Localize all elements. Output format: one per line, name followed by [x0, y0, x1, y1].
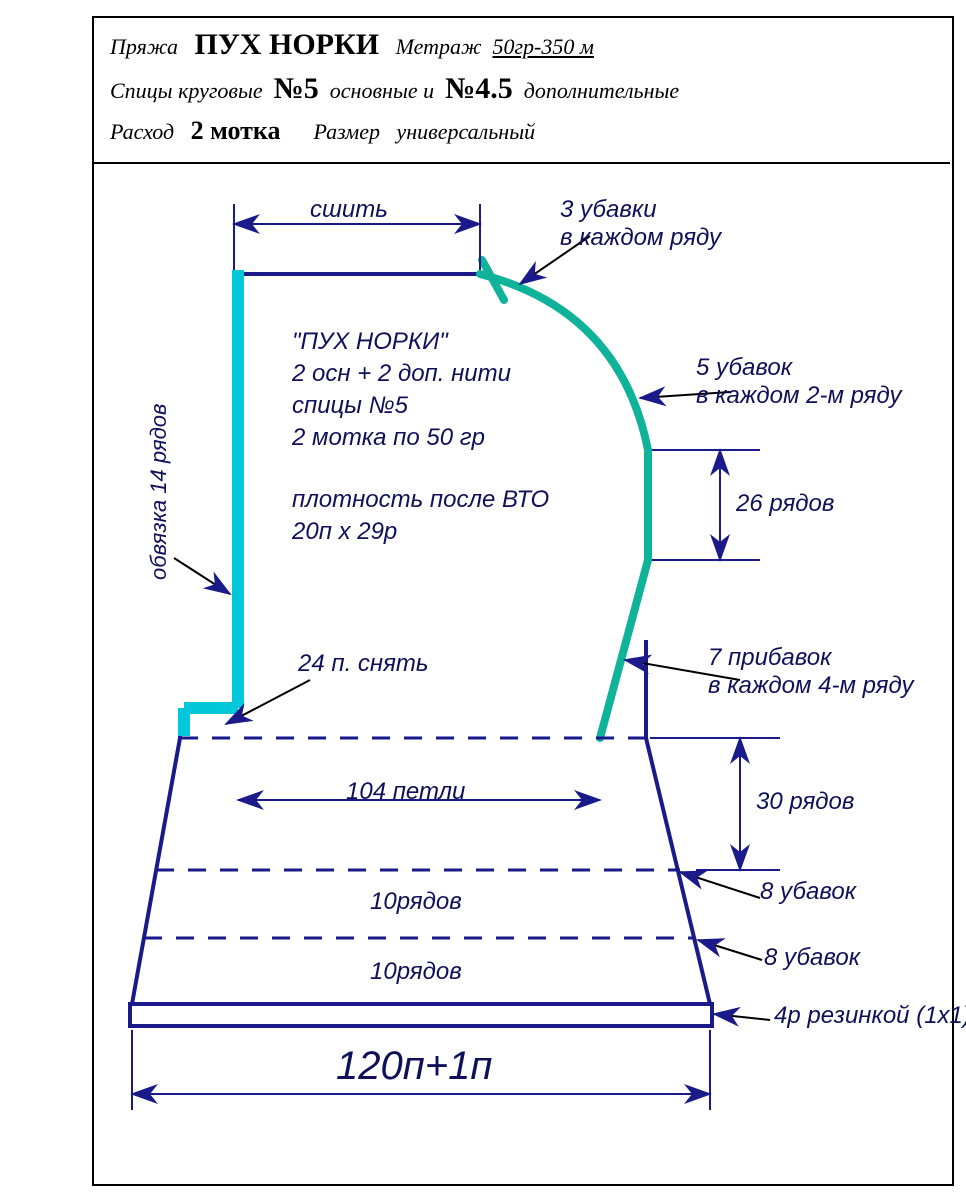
lbl-rib: 4р резинкой (1х1) — [774, 1002, 966, 1030]
lbl-block-l1: "ПУХ НОРКИ" — [292, 328, 448, 356]
lbl-dec8b: 8 убавок — [764, 944, 860, 972]
page: Пряжа ПУХ НОРКИ Метраж 50гр-350 м Спицы … — [0, 0, 966, 1200]
lbl-block-l3: спицы №5 — [292, 392, 408, 420]
lbl-block-l6: 20п х 29р — [292, 518, 397, 546]
lbl-sew: сшить — [310, 196, 388, 224]
lbl-dec3: 3 убавки — [560, 196, 657, 224]
lbl-dec5: 5 убавок — [696, 354, 792, 382]
lbl-inc7: 7 прибавок — [708, 644, 831, 672]
lbl-dec8a: 8 убавок — [760, 878, 856, 906]
lbl-loops104: 104 петли — [346, 778, 465, 806]
lbl-rows10a: 10рядов — [370, 888, 462, 916]
lbl-trim: обвязка 14 рядов — [146, 403, 172, 580]
lbl-remove24: 24 п. снять — [298, 650, 429, 678]
lbl-rows30: 30 рядов — [756, 788, 854, 816]
lbl-block-l4: 2 мотка по 50 гр — [292, 424, 485, 452]
lbl-dec3b: в каждом ряду — [560, 224, 721, 252]
lbl-rows26: 26 рядов — [736, 490, 834, 518]
lbl-block-l2: 2 осн + 2 доп. нити — [292, 360, 511, 388]
lbl-dec5b: в каждом 2-м ряду — [696, 382, 901, 410]
lbl-inc7b: в каждом 4-м ряду — [708, 672, 913, 700]
lbl-block-l5: плотность после ВТО — [292, 486, 549, 514]
lbl-cast: 120п+1п — [336, 1044, 492, 1089]
lbl-rows10b: 10рядов — [370, 958, 462, 986]
